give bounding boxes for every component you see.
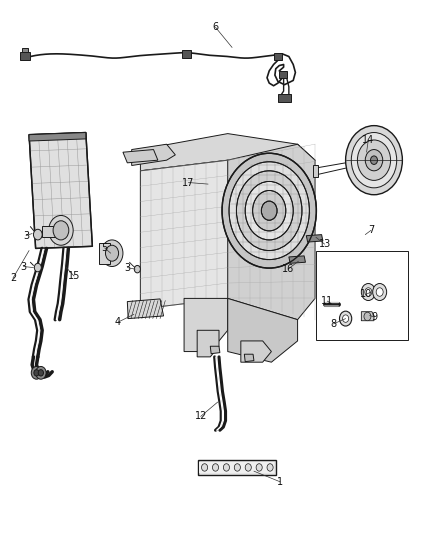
Polygon shape: [127, 299, 163, 319]
Text: 15: 15: [68, 271, 80, 281]
Circle shape: [33, 229, 42, 240]
Circle shape: [31, 367, 42, 379]
Circle shape: [364, 312, 371, 321]
Circle shape: [365, 288, 372, 296]
Polygon shape: [306, 235, 323, 242]
Circle shape: [49, 215, 73, 245]
Circle shape: [134, 265, 141, 273]
Bar: [182, 50, 191, 58]
Polygon shape: [29, 133, 92, 248]
Bar: [278, 94, 291, 102]
Polygon shape: [241, 341, 272, 362]
Polygon shape: [141, 160, 228, 309]
Bar: [199, 462, 275, 473]
Circle shape: [223, 464, 230, 471]
Circle shape: [365, 150, 383, 171]
Bar: [279, 71, 287, 78]
Circle shape: [253, 190, 286, 231]
Polygon shape: [244, 354, 254, 362]
Circle shape: [256, 464, 262, 471]
Text: 3: 3: [23, 231, 29, 241]
Text: 10: 10: [360, 289, 373, 299]
Circle shape: [222, 154, 316, 268]
Text: 17: 17: [182, 177, 194, 188]
Polygon shape: [210, 346, 220, 354]
Circle shape: [245, 464, 251, 471]
Circle shape: [261, 201, 277, 220]
Circle shape: [234, 464, 240, 471]
Circle shape: [373, 284, 387, 301]
Circle shape: [38, 369, 43, 376]
Text: 5: 5: [102, 243, 108, 253]
Text: 1: 1: [277, 477, 283, 487]
Polygon shape: [123, 150, 158, 163]
Polygon shape: [289, 256, 305, 263]
Bar: [316, 251, 408, 340]
Circle shape: [371, 156, 378, 165]
Circle shape: [245, 181, 293, 240]
Bar: [21, 48, 28, 52]
Circle shape: [376, 288, 383, 296]
Text: 11: 11: [321, 296, 333, 306]
Polygon shape: [141, 134, 315, 171]
Circle shape: [267, 464, 273, 471]
Text: 13: 13: [318, 239, 331, 249]
Polygon shape: [132, 144, 175, 165]
Circle shape: [34, 263, 41, 272]
Text: 2: 2: [10, 273, 16, 283]
Polygon shape: [228, 298, 297, 362]
Bar: [313, 165, 318, 177]
Polygon shape: [29, 133, 86, 141]
Circle shape: [357, 140, 391, 180]
Polygon shape: [184, 298, 228, 352]
Circle shape: [53, 221, 69, 240]
Text: 16: 16: [282, 264, 294, 274]
Circle shape: [35, 367, 46, 379]
Polygon shape: [361, 312, 374, 321]
Circle shape: [212, 464, 219, 471]
Bar: [20, 52, 30, 60]
Circle shape: [106, 245, 119, 261]
Polygon shape: [228, 144, 315, 320]
Circle shape: [34, 369, 39, 376]
Text: 9: 9: [371, 312, 377, 322]
Bar: [274, 53, 283, 60]
Circle shape: [229, 162, 309, 260]
Text: 12: 12: [194, 411, 207, 422]
Circle shape: [346, 126, 403, 195]
Circle shape: [201, 464, 208, 471]
Text: 4: 4: [115, 317, 121, 327]
Text: 6: 6: [212, 22, 219, 33]
Circle shape: [343, 315, 349, 322]
Circle shape: [101, 240, 123, 266]
Polygon shape: [198, 460, 276, 475]
Text: 3: 3: [124, 263, 131, 272]
Circle shape: [339, 311, 352, 326]
Bar: [42, 225, 56, 237]
Text: 3: 3: [20, 262, 26, 271]
Bar: [99, 243, 110, 264]
Circle shape: [237, 171, 302, 251]
Polygon shape: [197, 330, 219, 357]
Text: 14: 14: [362, 135, 374, 145]
Text: 7: 7: [368, 225, 374, 236]
Circle shape: [361, 284, 375, 301]
Circle shape: [351, 133, 397, 188]
Text: 8: 8: [330, 319, 336, 329]
